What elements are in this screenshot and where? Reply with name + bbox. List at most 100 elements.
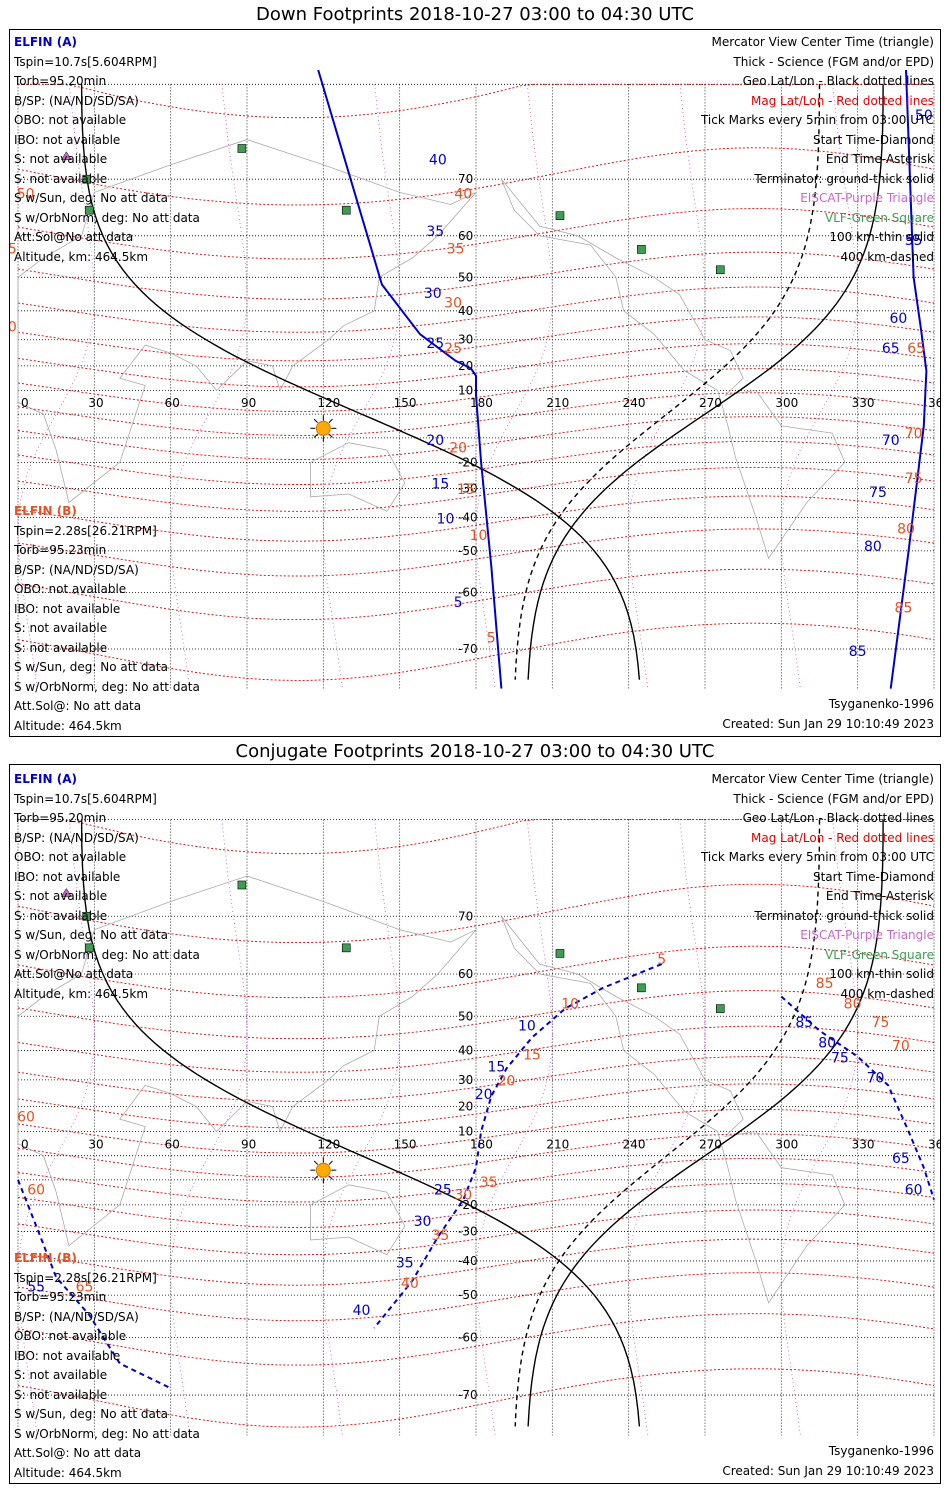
sat-b-info-down: ELFIN (B) Tspin=2.28s[26.21RPM] Torb=95.23…	[14, 502, 200, 736]
sat-b-info-line: S: not available	[14, 1387, 108, 1402]
sat-a-tick-label: 80	[818, 1035, 836, 1051]
mag-parallel	[17, 1182, 935, 1228]
legend-entry: Geo Lat/Lon - Black dotted lines	[742, 811, 934, 825]
sun-ray	[313, 418, 319, 423]
lon-tick-label: 240	[623, 396, 646, 410]
sun-ray	[313, 1160, 319, 1165]
panel-title-conjugate: Conjugate Footprints 2018-10-27 03:00 to…	[235, 741, 715, 762]
lon-tick-label: 270	[699, 1137, 722, 1151]
mag-parallel	[18, 819, 934, 855]
sat-b-tick-label: 60	[10, 319, 17, 335]
sat-a-info-line: Tspin=10.7s[5.604RPM]	[14, 791, 157, 806]
vlf-station-square	[237, 880, 247, 890]
legend-entry: Mercator View Center Time (triangle)	[711, 772, 934, 786]
mag-parallel	[17, 316, 935, 362]
eiscat-triangle	[60, 887, 72, 897]
sun-ray	[328, 433, 333, 438]
coastline	[501, 178, 846, 560]
sat-a-tick-label: 20	[426, 433, 444, 449]
sun-disk	[315, 1162, 331, 1178]
lat-tick-label: 70	[458, 172, 473, 186]
lon-tick-label: 30	[88, 1137, 103, 1151]
sat-a-tick-label: 65	[892, 1151, 910, 1167]
mag-grid	[17, 819, 935, 1436]
sat-a-info-conjugate: ELFIN (A) Tspin=10.7s[5.604RPM] Torb=95.20…	[14, 770, 200, 1004]
sat-b-info-line: OBO: not available	[14, 582, 127, 596]
lat-tick-label: -50	[458, 1288, 478, 1302]
sun-icon	[310, 415, 337, 442]
mag-parallel	[17, 883, 935, 944]
lon-tick-label: 210	[546, 396, 569, 410]
sat-a-info-line: S: not available	[14, 889, 108, 903]
lat-tick-label: -30	[458, 481, 478, 495]
mag-meridian	[170, 84, 248, 689]
sat-a-info-line: S: not available	[14, 908, 108, 923]
sat-a-track-east	[889, 69, 928, 689]
terminator-ground-east	[527, 84, 884, 680]
lon-tick-label: 270	[699, 396, 722, 410]
legend-entry: End Time-Asterisk	[825, 152, 934, 166]
sat-a-tick-label: 10	[518, 1019, 536, 1035]
mag-parallel	[17, 528, 935, 577]
sat-b-info-line: Att.Sol@: No att data	[14, 1446, 142, 1460]
map-panel-down: 0 30 60 90 120 150 180 210 240 270 300 330 360 70 60 50…	[9, 29, 941, 737]
sat-a-conjugate-track	[373, 963, 663, 1329]
map-canvas-down: 0 30 60 90 120 150 180 210 240 270 300 330 360 70 60 50…	[10, 69, 940, 689]
sat-b-info-line: Altitude: 464.5km	[14, 718, 122, 733]
mag-parallel	[17, 1157, 935, 1203]
axis-labels: 0 30 60 90 120 150 180 210 240 270 300 330 360 70 60 50…	[21, 909, 940, 1402]
lat-tick-label: 20	[458, 1100, 473, 1114]
vlf-station-square	[637, 245, 646, 254]
sat-a-info-line: Torb=95.20min	[14, 811, 107, 825]
sat-b-tick-label: 75	[905, 471, 923, 487]
lon-tick-label: 90	[241, 396, 256, 410]
sat-b-info-line: ELFIN (B)	[14, 504, 77, 518]
sat-b-info-line: S: not available	[14, 621, 108, 635]
sat-a-info-line: IBO: not available	[14, 869, 121, 884]
sat-a-tick-label: 15	[431, 476, 449, 492]
sat-a-tick-label: 60	[905, 1183, 923, 1199]
mag-parallel	[17, 416, 935, 460]
lon-tick-label: 30	[88, 396, 103, 410]
lat-tick-label: -30	[458, 1224, 478, 1238]
legend-entry: 100 km-thin solid	[829, 230, 934, 244]
sat-a-info-line: Altitude, km: 464.5km	[14, 986, 149, 1001]
terminator-ground-east	[527, 819, 884, 1427]
lat-tick-label: 60	[458, 229, 473, 243]
lon-tick-label: 240	[623, 1137, 646, 1151]
sat-b-tick-label: 75	[872, 1015, 890, 1031]
sat-b-tick-label: 25	[444, 341, 462, 357]
sat-b-tick-label: 80	[844, 997, 862, 1013]
lat-tick-label: 10	[458, 383, 473, 397]
mag-parallel	[17, 568, 935, 621]
edge-tick-label: 65	[76, 1279, 94, 1295]
sat-a-tick-label: 20	[475, 1087, 493, 1103]
lon-tick-label: 0	[21, 396, 29, 410]
lat-tick-label: -60	[458, 585, 478, 599]
lon-tick-label: 60	[165, 1137, 180, 1151]
map-panel-conjugate: 0 30 60 90 120 150 180 210 240 270 300 330 360 70 60 50…	[9, 764, 941, 1484]
sat-a-info-line: IBO: not available	[14, 132, 121, 147]
geo-grid	[17, 819, 935, 1436]
lon-tick-label: 120	[317, 396, 340, 410]
sat-b-info-line: S w/OrbNorm, deg: No att data	[14, 679, 200, 694]
lat-tick-label: -70	[458, 1388, 478, 1402]
mag-meridian	[628, 819, 706, 1436]
legend-entry: Mag Lat/Lon - Red dotted lines	[750, 830, 934, 845]
sat-a-tick-label: 75	[831, 1051, 849, 1067]
model-label-down: Tsyganenko-1996	[828, 697, 934, 711]
sat-a-info-line: B/SP: (NA/ND/SD/SA)	[14, 830, 139, 845]
coastline	[310, 1184, 406, 1256]
mag-meridian	[322, 84, 401, 689]
sat-a-conjugate-track-east	[780, 995, 935, 1201]
edge-tick-label: 55	[27, 1279, 45, 1295]
terminator-ground-west	[80, 819, 641, 1427]
sat-a-info-line: ELFIN (A)	[14, 772, 77, 786]
sat-a-tick-label: 15	[487, 1059, 505, 1075]
lat-tick-label: 50	[458, 1009, 473, 1023]
sat-b-tick-label: 35	[447, 242, 465, 258]
lon-tick-label: 150	[394, 1137, 417, 1151]
sat-a-tick-label: 25	[434, 1183, 452, 1199]
sat-a-tick-label: 55	[905, 233, 923, 249]
lat-tick-label: -60	[458, 1330, 478, 1344]
